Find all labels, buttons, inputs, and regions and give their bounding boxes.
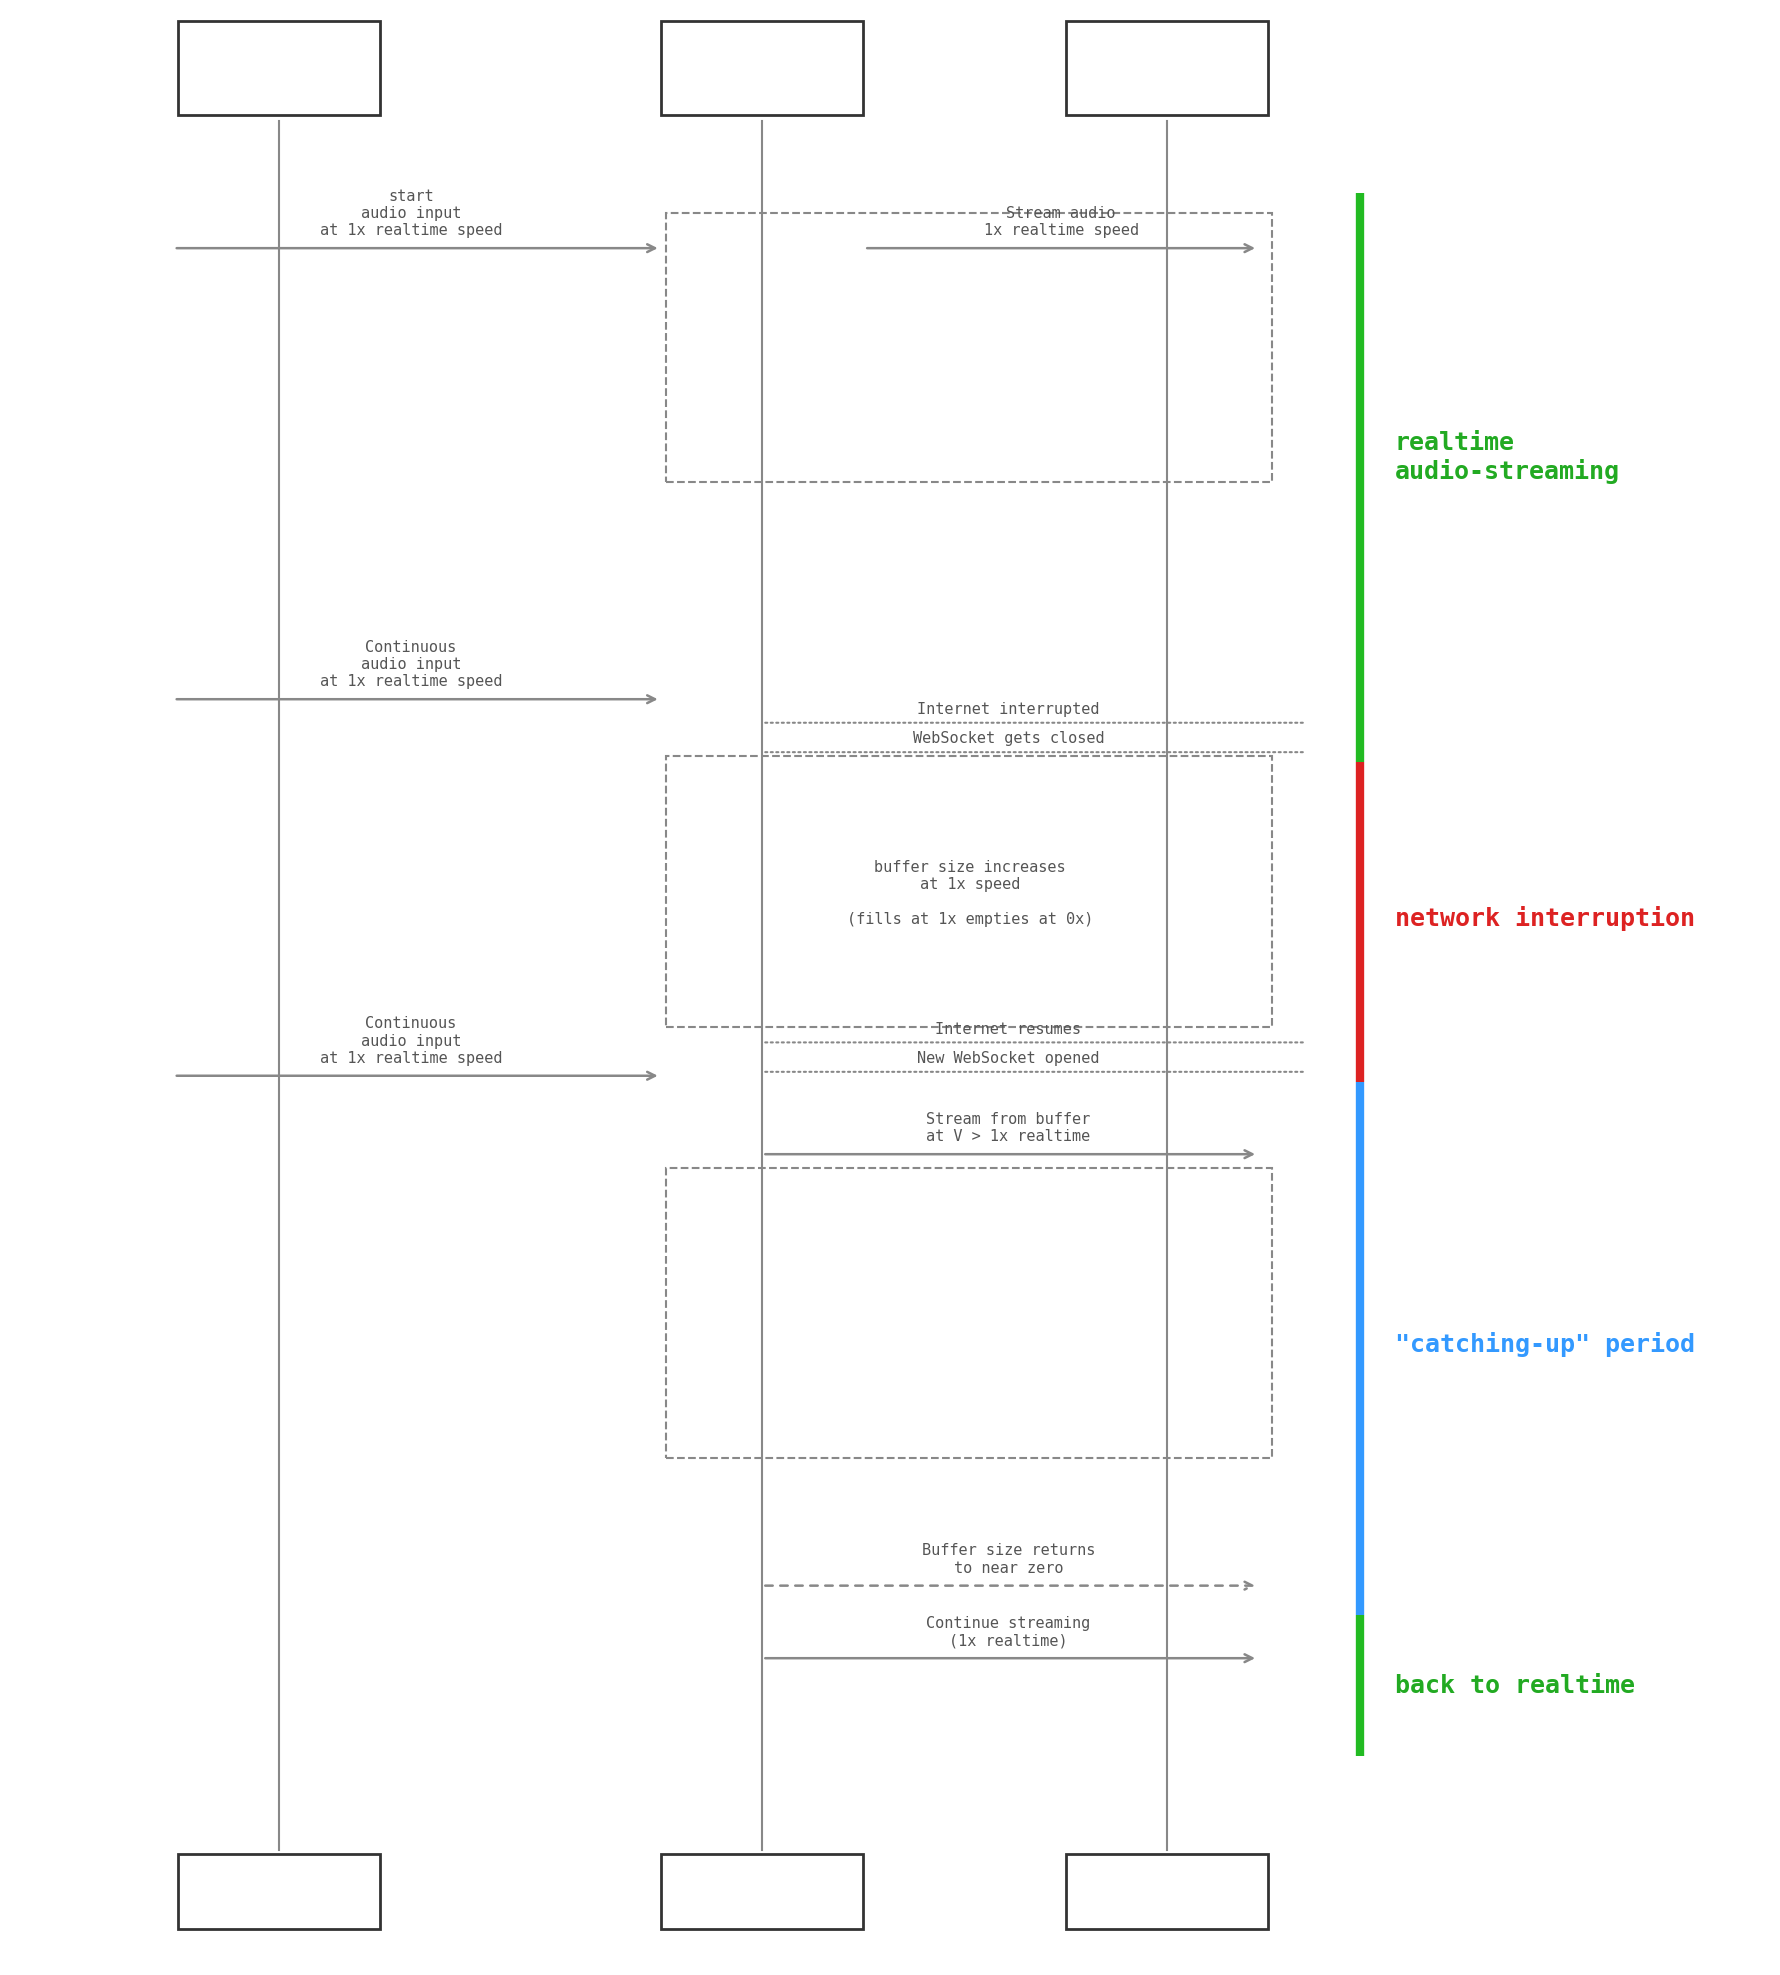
Text: Stream from buffer
at V > 1x realtime: Stream from buffer at V > 1x realtime bbox=[926, 1112, 1089, 1144]
Bar bbox=[1064, 20, 1267, 115]
Text: Stream audio
1x realtime speed: Stream audio 1x realtime speed bbox=[983, 205, 1137, 239]
Text: back to realtime: back to realtime bbox=[1394, 1673, 1634, 1698]
Text: realtime
audio-streaming: realtime audio-streaming bbox=[1394, 431, 1620, 484]
Bar bbox=[660, 1855, 863, 1930]
Bar bbox=[666, 756, 1271, 1027]
Bar bbox=[666, 213, 1271, 482]
Bar bbox=[178, 20, 381, 115]
Text: New WebSocket opened: New WebSocket opened bbox=[917, 1051, 1098, 1066]
Text: "catching-up" period: "catching-up" period bbox=[1394, 1331, 1695, 1357]
Text: start
audio input
at 1x realtime speed: start audio input at 1x realtime speed bbox=[320, 188, 502, 239]
Bar bbox=[666, 1167, 1271, 1458]
Text: Continuous
audio input
at 1x realtime speed: Continuous audio input at 1x realtime sp… bbox=[320, 1017, 502, 1066]
Text: buffer size increases
at 1x speed

(fills at 1x empties at 0x): buffer size increases at 1x speed (fills… bbox=[846, 859, 1093, 926]
Text: Internet interrupted: Internet interrupted bbox=[917, 701, 1098, 717]
Text: Continue streaming
(1x realtime): Continue streaming (1x realtime) bbox=[926, 1616, 1089, 1649]
Text: Continuous
audio input
at 1x realtime speed: Continuous audio input at 1x realtime sp… bbox=[320, 640, 502, 689]
Bar bbox=[178, 1855, 381, 1930]
Bar bbox=[660, 20, 863, 115]
Bar bbox=[1064, 1855, 1267, 1930]
Text: network interruption: network interruption bbox=[1394, 907, 1695, 932]
Text: Internet resumes: Internet resumes bbox=[934, 1021, 1080, 1037]
Text: WebSocket gets closed: WebSocket gets closed bbox=[911, 731, 1104, 747]
Text: Buffer size returns
to near zero: Buffer size returns to near zero bbox=[922, 1542, 1095, 1576]
